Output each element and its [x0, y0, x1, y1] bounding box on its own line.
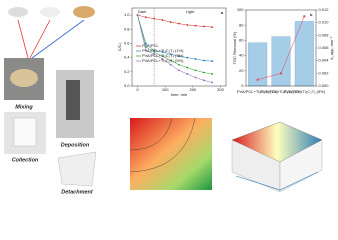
y-tick-label: 40 [239, 53, 244, 58]
x-axis-label: time, min [171, 92, 187, 97]
bar [294, 21, 314, 87]
legend-label: PVA/PCL [142, 43, 159, 48]
y-tick-label: 0.2 [124, 69, 130, 74]
y-tick-label: 60 [239, 37, 244, 42]
process-photos: Mixing Deposition Collection Detachment [4, 6, 97, 195]
y-axis-label: C/C₀ [117, 42, 122, 51]
series-line [137, 15, 213, 62]
y-tick-label: 0.4 [124, 55, 130, 60]
x-tick-label: 200 [189, 87, 196, 92]
label: Detachment [61, 189, 94, 195]
x-tick-label: 300 [217, 87, 224, 92]
contour-plot [129, 117, 212, 190]
annotation: Light [186, 9, 196, 14]
y2-tick-label: 0.008 [319, 32, 330, 37]
panel-label: b [310, 12, 313, 17]
x-tick-label: PVA/PCL+Ti₃C₂Tₓ (5%) [284, 89, 326, 94]
y2-tick-label: 0.010 [319, 20, 330, 25]
annotation: Dark [138, 9, 146, 14]
y2-tick-label: 0.004 [319, 58, 330, 63]
surface-plot [231, 121, 323, 193]
y-tick-label: 1.0 [124, 12, 130, 17]
bar [271, 36, 291, 87]
y2-tick-label: 0.006 [319, 45, 330, 50]
y-tick-label: 0.8 [124, 26, 130, 31]
y-tick-label: 0 [241, 83, 244, 88]
y2-tick-label: 0.012 [319, 7, 330, 12]
x-tick-label: PVA/PCL+Ti₃C₂Tₓ (1%) [237, 89, 279, 94]
plot-frame [245, 9, 317, 87]
figure: Mixing Deposition Collection Detachment … [4, 6, 334, 195]
panel-label: a [221, 10, 224, 15]
y-tick-label: 0.6 [124, 41, 130, 46]
x-tick-label: PVA/PCL+Ti₃C₂Tₓ (3%) [260, 89, 302, 94]
legend-label: PVA/PCL+Ti₃C₂Tₓ (3%) [142, 53, 184, 58]
point [211, 60, 214, 63]
y-tick-label: 20 [239, 68, 244, 73]
series-line [257, 16, 305, 80]
y2-axis-label: k_app, min⁻¹ [329, 36, 334, 60]
label: Deposition [61, 142, 90, 148]
series-line [137, 15, 213, 83]
x-tick-label: 0 [136, 87, 139, 92]
series-line [137, 14, 213, 28]
point [211, 73, 214, 75]
x-tick-label: 100 [162, 87, 169, 92]
point [211, 81, 214, 84]
y-tick-label: 0.0 [124, 83, 130, 88]
point [211, 26, 214, 29]
series-line [137, 15, 213, 75]
point [303, 15, 306, 18]
y-axis-label: TOC Removal (%) [232, 31, 237, 64]
legend-label: PVA/PCL+Ti₃C₂Tₓ (1%) [142, 48, 184, 53]
y2-tick-label: 0.000 [319, 83, 330, 88]
y-tick-label: 100 [237, 7, 244, 12]
label: Mixing [15, 104, 33, 110]
y2-tick-label: 0.002 [319, 70, 330, 75]
plot-frame [131, 7, 227, 87]
y-tick-label: 80 [239, 22, 244, 27]
label: Collection [12, 157, 39, 163]
legend-label: PVA/PCL+Ti₃C₂Tₓ (5%) [142, 58, 184, 63]
